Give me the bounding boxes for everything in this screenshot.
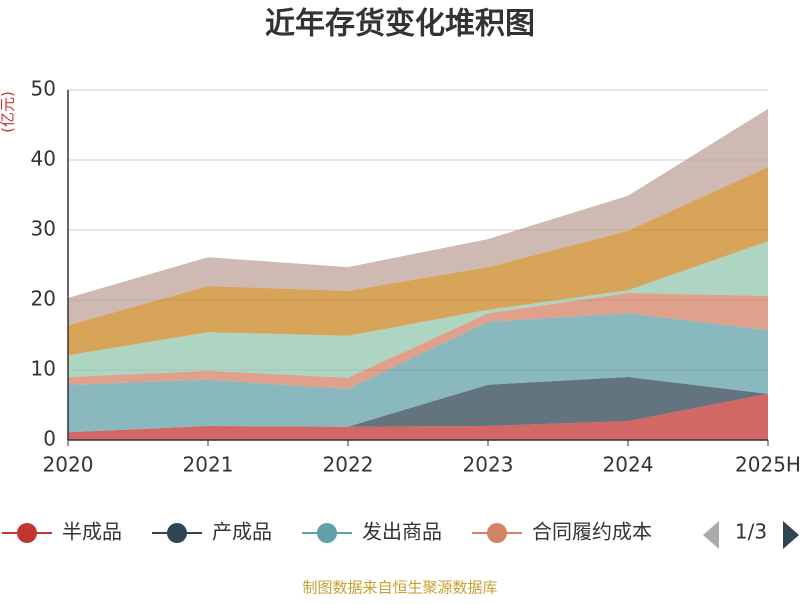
legend-label: 产成品 — [212, 520, 272, 544]
legend-label: 发出商品 — [362, 520, 442, 544]
area — [68, 293, 768, 389]
legend-label: 合同履约成本 — [532, 520, 652, 544]
legend-marker — [487, 523, 507, 543]
y-tick-label: 40 — [31, 147, 56, 171]
area — [68, 313, 768, 433]
area — [68, 377, 768, 433]
source-note: 制图数据来自恒生聚源数据库 — [302, 579, 497, 597]
legend-page: 1/3 — [735, 520, 767, 544]
legend-item[interactable]: 合同履约成本 — [472, 520, 652, 544]
legend-item[interactable]: 半成品 — [2, 520, 122, 544]
legend-item[interactable]: 产成品 — [152, 520, 272, 544]
y-tick-label: 10 — [31, 357, 56, 381]
y-tick-label: 50 — [31, 77, 56, 101]
legend-marker — [317, 523, 337, 543]
x-tick-label: 2023 — [463, 453, 514, 477]
legend-prev[interactable] — [703, 521, 719, 549]
legend-next[interactable] — [783, 521, 799, 549]
x-tick-label: 2024 — [603, 453, 654, 477]
area — [68, 108, 768, 326]
area — [68, 167, 768, 356]
x-tick-label: 2020 — [43, 453, 94, 477]
y-unit: (亿元) — [0, 91, 17, 133]
y-tick-label: 30 — [31, 217, 56, 241]
x-tick-label: 2025H — [735, 453, 800, 477]
chart-title: 近年存货变化堆积图 — [265, 7, 535, 42]
area — [68, 241, 768, 378]
legend-label: 半成品 — [62, 520, 122, 544]
area — [68, 393, 768, 440]
y-tick-label: 0 — [43, 427, 56, 451]
y-tick-label: 20 — [31, 287, 56, 311]
x-tick-label: 2021 — [183, 453, 234, 477]
x-tick-label: 2022 — [323, 453, 374, 477]
legend-marker — [167, 523, 187, 543]
legend-marker — [17, 523, 37, 543]
legend-item[interactable]: 发出商品 — [302, 520, 442, 544]
